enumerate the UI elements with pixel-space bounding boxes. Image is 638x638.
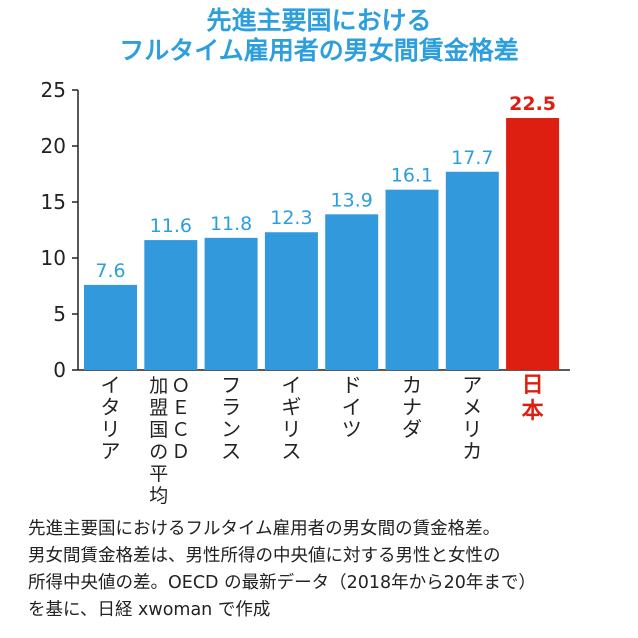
- y-tick-label: 20: [41, 134, 66, 158]
- x-tick-label: 日本: [522, 373, 544, 424]
- chart-title-line-2: フルタイム雇用者の男女間賃金格差: [119, 36, 519, 65]
- bar: [204, 237, 258, 370]
- chart-caption: 先進主要国におけるフルタイム雇用者の男女間の賃金格差。 男女間賃金格差は、男性所…: [28, 516, 628, 624]
- chart-title-line-1: 先進主要国における: [206, 6, 432, 35]
- caption-line-4: を基に、日経 xwoman で作成: [28, 600, 271, 620]
- y-tick-label: 25: [41, 78, 66, 102]
- bar-value-label: 22.5: [509, 93, 556, 115]
- bar: [445, 171, 499, 370]
- bar: [506, 118, 560, 370]
- bar-value-label: 12.3: [270, 207, 312, 229]
- x-tick-label: フランス: [221, 373, 241, 463]
- y-tick-label: 15: [41, 190, 66, 214]
- bar-value-label: 17.7: [451, 147, 493, 169]
- caption-line-2: 男女間賃金格差は、男性所得の中央値に対する男性と女性の: [28, 546, 501, 566]
- caption-line-1: 先進主要国におけるフルタイム雇用者の男女間の賃金格差。: [28, 519, 501, 539]
- x-tick-label: 加盟国の平均: [149, 375, 168, 507]
- caption-line-3: 所得中央値の差。OECD の最新データ（2018年から20年まで）: [28, 573, 536, 593]
- bar-value-label: 7.6: [95, 260, 125, 282]
- bar: [264, 232, 318, 370]
- x-tick-label: イギリス: [281, 373, 301, 463]
- x-tick-label: カナダ: [402, 373, 422, 441]
- x-tick-label: イタリア: [101, 373, 121, 463]
- bar: [144, 240, 198, 370]
- x-tick-label: アメリカ: [462, 373, 482, 463]
- bar: [84, 284, 137, 370]
- y-tick-label: 10: [41, 246, 66, 270]
- bar-value-label: 16.1: [391, 165, 433, 187]
- bar: [325, 214, 379, 370]
- x-tick-label: ドイツ: [342, 373, 362, 441]
- bar-value-label: 11.8: [210, 213, 252, 235]
- bar-value-label: 11.6: [150, 215, 192, 237]
- y-tick-label: 5: [53, 302, 66, 326]
- bar-value-label: 13.9: [331, 189, 373, 211]
- y-tick-label: 0: [53, 358, 66, 382]
- bar: [385, 189, 439, 370]
- x-tick-label: ＯＥＣＤ: [171, 375, 190, 463]
